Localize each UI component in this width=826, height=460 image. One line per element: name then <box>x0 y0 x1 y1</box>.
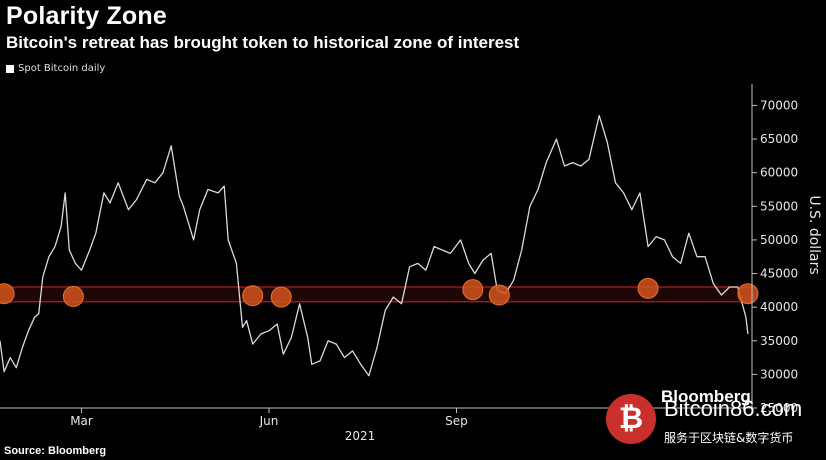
y-tick-label: 65000 <box>760 132 798 146</box>
y-tick-label: 30000 <box>760 367 798 381</box>
zone-marker <box>242 285 264 307</box>
zone-markers <box>0 277 759 308</box>
y-tick-label: 40000 <box>760 300 798 314</box>
y-tick-label: 25000 <box>760 401 798 415</box>
bitcoin-logo-glyph: ₿ <box>618 402 644 435</box>
x-tick-label: Mar <box>70 414 93 428</box>
zone-marker <box>737 283 759 305</box>
price-line <box>0 114 749 377</box>
chart-subtitle: Bitcoin's retreat has brought token to h… <box>6 33 520 52</box>
legend-swatch <box>6 64 14 73</box>
y-tick-label: 45000 <box>760 267 798 281</box>
source-note: Source: Bloomberg <box>4 445 107 457</box>
y-axis-label: U.S. dollars <box>806 195 822 274</box>
x-tick-label: Sep <box>445 414 468 428</box>
zone-marker <box>270 286 292 308</box>
y-tick-label: 50000 <box>760 233 798 247</box>
x-axis-year-label: 2021 <box>345 429 376 443</box>
watermark-tagline: 服务于区块链&数字货币 <box>664 431 794 445</box>
y-tick-label: 55000 <box>760 199 798 213</box>
bitcoin-logo-icon: ₿ <box>606 394 656 444</box>
watermark: ₿ Bitcoin86.com 服务于区块链&数字货币 <box>604 392 820 452</box>
x-tick-label: Jun <box>259 414 279 428</box>
y-axis-ticks: 25000 30000 35000 40000 45000 50000 55000 60000… <box>752 98 798 415</box>
y-tick-label: 35000 <box>760 334 798 348</box>
chart-title: Polarity Zone <box>6 2 167 30</box>
zone-marker <box>0 283 15 305</box>
polarity-zone-band <box>0 286 752 302</box>
legend-label: Spot Bitcoin daily <box>18 63 106 74</box>
y-tick-label: 70000 <box>760 98 798 112</box>
zone-marker <box>637 277 659 299</box>
legend: Spot Bitcoin daily <box>6 63 105 74</box>
y-tick-label: 60000 <box>760 166 798 180</box>
zone-marker <box>462 279 484 301</box>
watermark-name: Bitcoin86.com <box>664 396 803 421</box>
bloomberg-brand: Bloomberg <box>661 387 751 406</box>
x-axis-ticks: MarJunSepDec <box>70 408 654 428</box>
zone-marker <box>488 284 510 306</box>
zone-marker <box>62 285 84 307</box>
